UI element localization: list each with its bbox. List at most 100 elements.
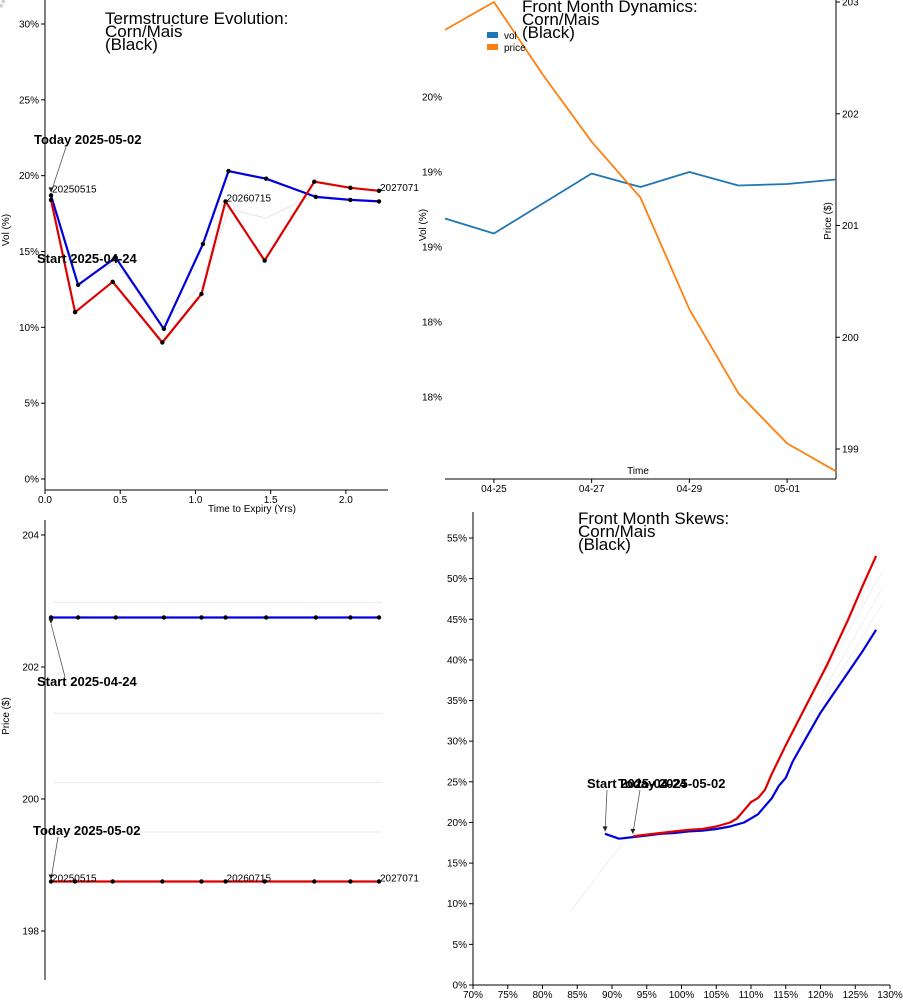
forward-start-2025-04-24-point bbox=[348, 615, 353, 620]
termstructure-x-axis-label: Time to Expiry (Yrs) bbox=[208, 504, 296, 515]
skews-x-tick-label: 130% bbox=[877, 990, 903, 1000]
dynamics-y-tick-label: 18% bbox=[422, 393, 442, 404]
forward-start-2025-04-24-point bbox=[263, 615, 269, 620]
dynamics-x-tick-label: 04-29 bbox=[677, 484, 703, 495]
forward-y-tick-label: 198 bbox=[22, 927, 39, 938]
termstructure-start-2025-04-24-point bbox=[200, 241, 206, 247]
skews-title-line-2: Corn/Mais bbox=[578, 522, 655, 541]
termstructure-today-label: Today 2025-05-02 bbox=[34, 132, 141, 147]
termstructure-series bbox=[48, 168, 382, 345]
skews-x-tick-label: 80% bbox=[532, 990, 552, 1000]
dynamics-title-line-1: Front Month Dynamics: bbox=[522, 0, 698, 16]
termstructure-title-line-2: Corn/Mais bbox=[105, 22, 182, 41]
termstructure-today-arrow-head bbox=[48, 187, 54, 193]
dynamics-legend-label-vol: vol bbox=[504, 31, 517, 42]
skews-faint-line bbox=[799, 586, 884, 734]
termstructure-expiry-label: 20260715 bbox=[227, 193, 272, 204]
dynamics-y-axis-label: Vol (%) bbox=[418, 209, 429, 241]
dynamics-x-tick-label: 04-27 bbox=[579, 484, 605, 495]
forward-today-2025-05-02-point bbox=[48, 879, 54, 884]
termstructure-today-2025-05-02-point bbox=[223, 199, 228, 204]
skews-line-today-2025-05-02 bbox=[632, 555, 878, 838]
termstructure-y-tick-label: 25% bbox=[19, 95, 39, 106]
skews-x-tick-label: 125% bbox=[842, 990, 868, 1000]
termstructure-start-2025-04-24-point bbox=[48, 193, 54, 198]
forward-start-2025-04-24-point bbox=[223, 615, 228, 620]
forward-axes: 198 200 202 204 bbox=[22, 520, 46, 980]
skews-y-tick-label: 30% bbox=[447, 737, 467, 748]
forward-today-2025-05-02-point bbox=[262, 879, 267, 884]
forward-y-tick-label: 202 bbox=[22, 663, 39, 674]
dynamics-title: Front Month Dynamics:Corn/Mais(Black) bbox=[522, 0, 698, 42]
skews-start-arrow-head bbox=[602, 826, 608, 832]
termstructure-y-tick-label: 0% bbox=[25, 475, 40, 486]
dynamics-y-tick-label: 20% bbox=[422, 93, 442, 104]
termstructure-start-2025-04-24-point bbox=[75, 282, 81, 288]
termstructure-y-tick-label: 10% bbox=[19, 323, 39, 334]
dynamics-legend-swatch-price bbox=[487, 44, 498, 50]
termstructure-today-2025-05-02-point bbox=[262, 258, 267, 263]
dynamics-x-tick-label: 04-25 bbox=[481, 484, 507, 495]
forward-expiry-label: 20260715 bbox=[227, 874, 272, 885]
forward-today-2025-05-02-point bbox=[72, 879, 78, 884]
termstructure-line-start-2025-04-24 bbox=[49, 170, 380, 330]
dynamics-title-line-2: Corn/Mais bbox=[522, 10, 599, 29]
forward-annotations: Start 2025-04-24 Today 2025-05-02 20250515… bbox=[33, 618, 419, 885]
dynamics-y2-tick-label: 203 bbox=[842, 0, 859, 9]
skews-today-label: Today 2025-05-02 bbox=[618, 776, 725, 791]
termstructure-x-tick-label: 1.0 bbox=[188, 495, 202, 506]
dynamics-y-tick-label: 19% bbox=[422, 168, 442, 179]
forward-price-chart: 198 200 202 204 Start 2025-04-24 Today 2025-… bbox=[1, 520, 419, 980]
skews-start-arrow-line bbox=[604, 789, 608, 832]
termstructure-start-2025-04-24-point bbox=[348, 197, 353, 203]
termstructure-axes: 0.0 0.5 1.0 1.5 2.0 0% 5% 10% 15% 20% 25% 30% bbox=[19, 0, 388, 506]
skews-y-tick-label: 20% bbox=[447, 818, 467, 829]
forward-start-label: Start 2025-04-24 bbox=[37, 674, 137, 689]
skews-y-tick-label: 10% bbox=[447, 899, 467, 910]
skews-y-tick-label: 55% bbox=[447, 534, 467, 545]
forward-today-2025-05-02-point bbox=[348, 879, 353, 884]
skews-x-tick-label: 110% bbox=[739, 990, 764, 1000]
dynamics-line-vol bbox=[444, 171, 837, 235]
skews-chart: 70% 75% 80% 85% 90% 95% 100% 105% 110% 115% 120% 12… bbox=[447, 509, 903, 1000]
skews-x-tick-label: 75% bbox=[498, 990, 518, 1000]
skews-y-tick-label: 50% bbox=[447, 574, 467, 585]
skews-line-start-2025-04-24 bbox=[604, 629, 878, 840]
dynamics-y2-tick-label: 200 bbox=[842, 333, 859, 344]
forward-today-arrow-line bbox=[50, 836, 59, 880]
forward-start-2025-04-24-point bbox=[48, 615, 54, 620]
termstructure-start-label: Start 2025-04-24 bbox=[37, 251, 137, 266]
forward-today-2025-05-02-point bbox=[376, 879, 382, 884]
dynamics-x-tick-label: 05-01 bbox=[774, 484, 800, 495]
dynamics-y2-tick-label: 199 bbox=[842, 445, 859, 456]
termstructure-expiry-label: 20250515 bbox=[52, 184, 97, 195]
skews-x-tick-label: 70% bbox=[463, 990, 483, 1000]
skews-x-tick-label: 115% bbox=[773, 990, 798, 1000]
dynamics-y2-tick-label: 202 bbox=[842, 109, 859, 120]
forward-today-2025-05-02-point bbox=[312, 879, 317, 884]
skews-axes: 70% 75% 80% 85% 90% 95% 100% 105% 110% 115% 120% 12… bbox=[447, 512, 903, 1000]
termstructure-chart: 0.0 0.5 1.0 1.5 2.0 0% 5% 10% 15% 20% 25% 30% 20250… bbox=[1, 0, 419, 515]
skews-y-tick-label: 25% bbox=[447, 777, 467, 788]
skews-y-tick-label: 35% bbox=[447, 696, 467, 707]
skews-faint-lines bbox=[569, 570, 884, 913]
forward-start-2025-04-24-point bbox=[199, 615, 204, 620]
skews-title: Front Month Skews:Corn/Mais(Black) bbox=[578, 509, 729, 554]
forward-start-arrow-head bbox=[48, 618, 54, 624]
termstructure-start-2025-04-24-point bbox=[313, 194, 318, 200]
forward-faint-lines bbox=[53, 601, 382, 833]
skews-faint-line bbox=[569, 838, 627, 913]
skews-today-arrow-line bbox=[632, 789, 641, 834]
skews-x-tick-label: 90% bbox=[602, 990, 622, 1000]
skews-y-tick-label: 40% bbox=[447, 655, 467, 666]
dynamics-series bbox=[444, 1, 837, 473]
forward-y-axis-label: Price ($) bbox=[1, 697, 12, 735]
termstructure-today-2025-05-02-point bbox=[48, 197, 54, 203]
skews-y-tick-label: 45% bbox=[447, 615, 467, 626]
skews-y-tick-label: 5% bbox=[453, 940, 468, 951]
skews-x-tick-label: 100% bbox=[669, 990, 695, 1000]
forward-start-2025-04-24-point bbox=[75, 615, 81, 620]
